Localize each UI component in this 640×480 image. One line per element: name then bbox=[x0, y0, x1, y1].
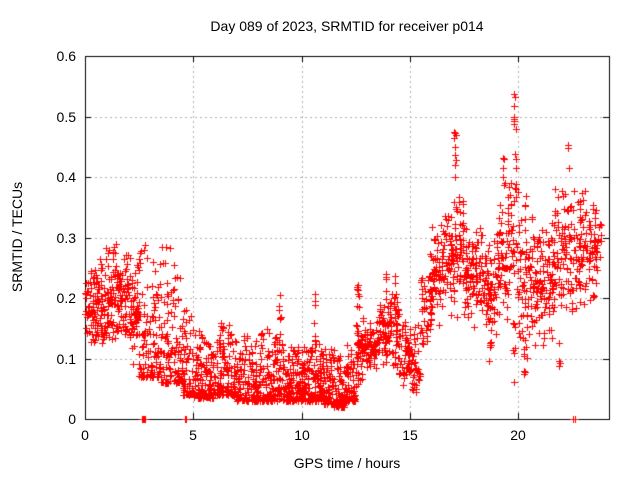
y-tick-label-0.6: 0.6 bbox=[56, 48, 76, 64]
y-tick-label-0.5: 0.5 bbox=[56, 109, 76, 125]
y-tick-label-0.1: 0.1 bbox=[56, 351, 76, 367]
x-tick-label-0: 0 bbox=[81, 427, 89, 443]
x-tick-label-5: 5 bbox=[189, 427, 197, 443]
y-tick-label-0: 0 bbox=[68, 411, 76, 427]
x-tick-label-15: 15 bbox=[402, 427, 418, 443]
x-tick-label-20: 20 bbox=[510, 427, 526, 443]
x-tick-label-10: 10 bbox=[294, 427, 310, 443]
y-tick-label-0.2: 0.2 bbox=[56, 290, 76, 306]
y-tick-label-0.4: 0.4 bbox=[56, 169, 76, 185]
y-tick-label-0.3: 0.3 bbox=[56, 230, 76, 246]
x-axis-title: GPS time / hours bbox=[293, 455, 401, 471]
chart-title: Day 089 of 2023, SRMTID for receiver p01… bbox=[210, 18, 484, 34]
